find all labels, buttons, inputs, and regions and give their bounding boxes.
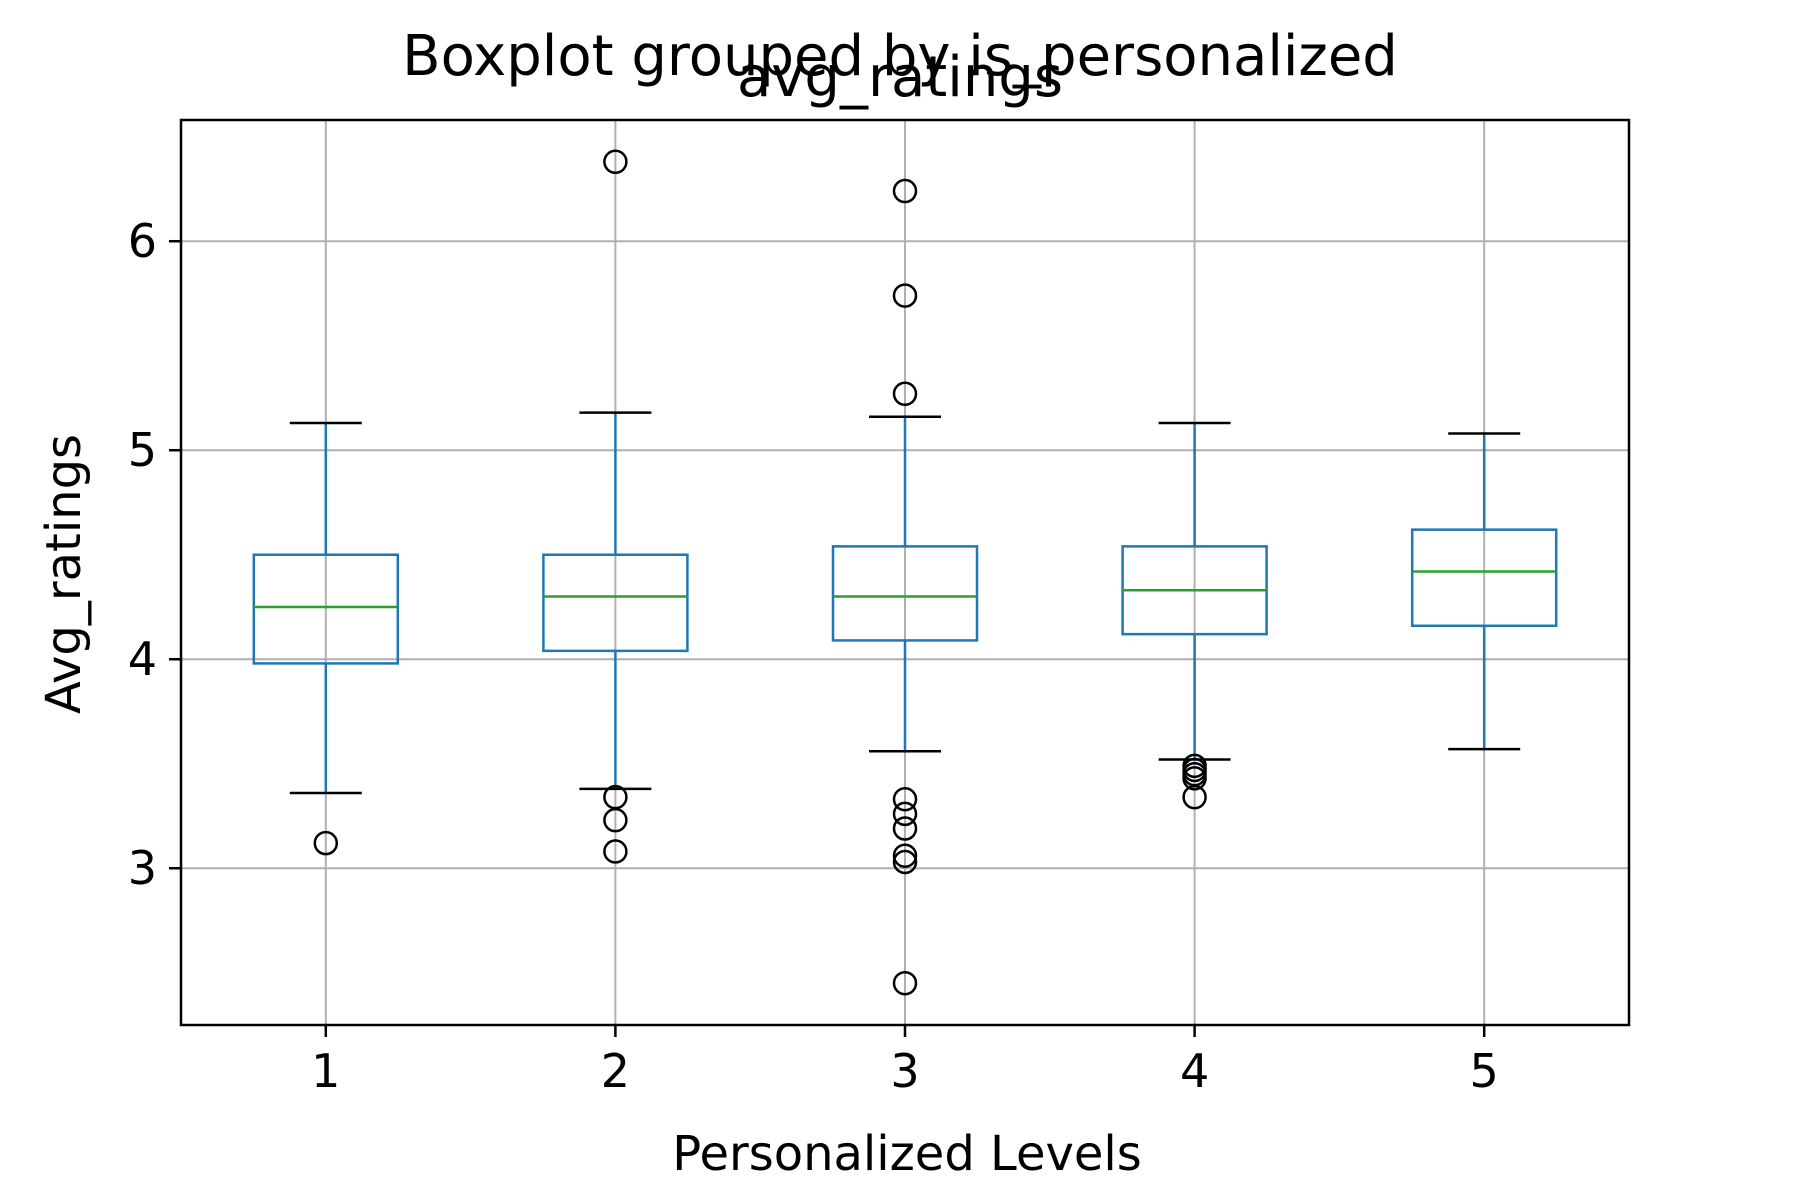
- box-iqr: [831, 545, 979, 642]
- y-tick-label: 6: [128, 214, 157, 268]
- box-iqr: [542, 553, 689, 653]
- box-group-1: [252, 421, 400, 856]
- outlier-point: [892, 970, 918, 996]
- box-group-2: [542, 149, 689, 864]
- outlier-point: [603, 839, 628, 864]
- boxes-layer: [252, 149, 1558, 996]
- x-tick-label: 1: [311, 1044, 340, 1098]
- y-tick-label: 4: [128, 632, 157, 686]
- outlier-point: [892, 787, 918, 812]
- plot-area-frame: [179, 118, 1631, 1027]
- outlier-point: [892, 843, 918, 868]
- outlier-point: [1182, 784, 1207, 810]
- ticks-layer: 1 2 3 4 5 3 4 5 6: [128, 214, 1499, 1098]
- box-group-4: [1121, 421, 1268, 810]
- outlier-point: [603, 807, 628, 833]
- box-group-3: [831, 178, 979, 996]
- outlier-point: [892, 801, 918, 827]
- box-iqr: [1410, 528, 1558, 628]
- x-axis-label: Personalized Levels: [672, 1126, 1142, 1182]
- x-tick-label: 3: [890, 1044, 919, 1098]
- y-tick-label: 5: [128, 423, 157, 477]
- outlier-point: [892, 849, 918, 875]
- x-tick-label: 2: [601, 1044, 630, 1098]
- x-tick-label: 4: [1180, 1044, 1209, 1098]
- y-axis-label: Avg_ratings: [36, 434, 92, 714]
- outlier-point: [892, 381, 918, 407]
- chart-title: avg_ratings: [737, 45, 1063, 110]
- x-tick-label: 5: [1470, 1044, 1499, 1098]
- outlier-point: [892, 283, 918, 308]
- chart-suptitle: Boxplot grouped by is_personalized: [402, 24, 1398, 89]
- outlier-point: [892, 178, 918, 204]
- box-iqr: [252, 553, 400, 665]
- grid-layer: [181, 120, 1629, 1025]
- y-tick-label: 3: [128, 841, 157, 895]
- outlier-point: [313, 830, 339, 856]
- outlier-point: [1182, 766, 1207, 791]
- outlier-point: [603, 149, 628, 175]
- box-group-5: [1410, 432, 1558, 751]
- outlier-point: [892, 816, 918, 841]
